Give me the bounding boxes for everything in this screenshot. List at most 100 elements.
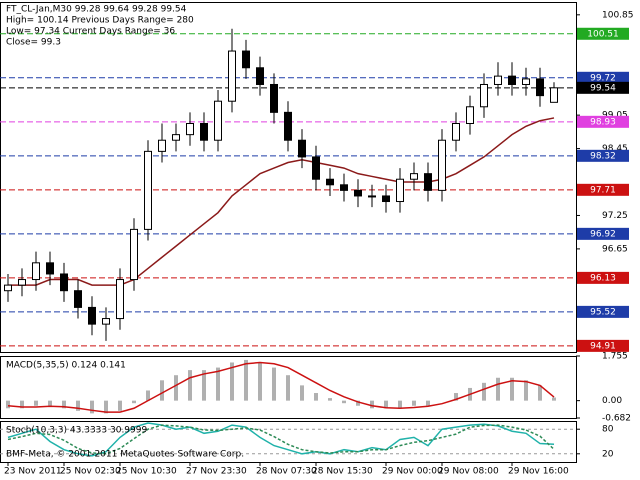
footer: BMF-Meta, © 2001-2011 MetaQuotes Softwar…	[6, 450, 244, 460]
macd-bar	[62, 400, 66, 409]
macd-bar	[496, 377, 500, 401]
info-line: Close= 99.3	[6, 38, 61, 48]
macd-bar	[160, 380, 164, 401]
level-label: 96.92	[590, 229, 616, 239]
x-tick-label: 29 Nov 08:00	[438, 467, 499, 477]
chart-title: FT_CL-Jan,M30 99.28 99.64 99.28 99.54	[6, 5, 187, 15]
macd-bar	[202, 370, 206, 401]
candle-body	[354, 189, 362, 197]
candle-body	[480, 83, 488, 108]
x-tick-label: 28 Nov 07:30	[256, 467, 317, 477]
candle-body	[4, 284, 12, 292]
candle-body	[172, 134, 180, 141]
x-tick-label: 23 Nov 2011	[4, 467, 62, 477]
panel-frame	[0, 2, 577, 353]
candle-body	[382, 195, 390, 203]
y-tick-label: 100.85	[602, 10, 634, 20]
level-label: 94.91	[590, 341, 616, 351]
candle-body	[130, 228, 138, 281]
candle-body	[522, 78, 530, 85]
macd-bar	[118, 400, 122, 411]
macd-bar	[300, 385, 304, 401]
candle-body	[200, 122, 208, 141]
x-tick-label: 25 Nov 10:30	[116, 467, 177, 477]
macd-bar	[328, 398, 332, 401]
macd-signal	[7, 361, 555, 413]
candle-body	[18, 279, 26, 286]
candle-body	[438, 139, 446, 191]
macd-bar	[20, 400, 24, 409]
macd-bar	[258, 362, 262, 401]
macd-bar	[286, 375, 290, 401]
candle-body	[116, 279, 124, 320]
moving-average	[8, 117, 555, 286]
level-box	[577, 115, 629, 128]
info-line: Low= 97.34 Current Days Range= 36	[6, 27, 175, 37]
macd-bar	[216, 367, 220, 401]
panel-frame	[0, 421, 577, 463]
level-label: 100.51	[587, 29, 619, 39]
macd-bar	[6, 400, 10, 409]
candle-body	[340, 184, 348, 191]
level-box	[577, 81, 629, 94]
candle-body	[536, 78, 544, 97]
macd-bar	[426, 400, 430, 406]
candle-body	[270, 83, 278, 113]
level-box	[577, 227, 629, 240]
macd-bar	[314, 393, 318, 401]
candle-body	[144, 150, 152, 230]
y-tick-label: 1.755	[602, 352, 628, 362]
candle-body	[494, 75, 502, 85]
y-tick-label: 20	[602, 449, 614, 459]
macd-bar	[146, 390, 150, 401]
candle-body	[228, 50, 236, 102]
y-tick-label: 96.65	[602, 244, 628, 254]
level-box	[577, 149, 629, 162]
level-box	[577, 27, 629, 40]
level-label: 99.54	[590, 83, 616, 93]
macd-bar	[90, 400, 94, 414]
x-tick-label: 28 Nov 15:30	[312, 467, 373, 477]
candle-body	[158, 139, 166, 152]
level-label: 98.93	[590, 117, 616, 127]
x-tick-label: 25 Nov 02:30	[60, 467, 121, 477]
level-label: 99.72	[590, 73, 616, 83]
candle-body	[368, 195, 376, 198]
level-label: 98.32	[590, 151, 616, 161]
y-tick-label: 97.25	[602, 211, 628, 221]
panel-frame	[0, 356, 577, 419]
macd-bar	[230, 362, 234, 401]
macd-bar	[272, 367, 276, 401]
candle-body	[452, 122, 460, 141]
candle-body	[298, 139, 306, 158]
candle-body	[312, 156, 320, 180]
candle-body	[396, 178, 404, 203]
macd-bar	[48, 400, 52, 406]
candle-body	[60, 273, 68, 292]
candle-body	[284, 111, 292, 141]
level-box	[577, 305, 629, 318]
level-box	[577, 183, 629, 196]
candle-body	[326, 178, 334, 186]
macd-bar	[398, 400, 402, 409]
candle-body	[550, 87, 558, 103]
stoch-signal	[7, 424, 555, 455]
macd-bar	[34, 400, 38, 406]
candle-body	[88, 306, 96, 325]
macd-bar	[76, 400, 80, 411]
panel-title: MACD(5,35,5) 0.124 0.141	[6, 361, 126, 371]
info-line: High= 100.14 Previous Days Range= 280	[6, 16, 194, 26]
candle-body	[424, 173, 432, 191]
x-tick-label: 29 Nov 16:00	[508, 467, 569, 477]
level-box	[577, 339, 629, 352]
macd-bar	[510, 377, 514, 401]
macd-bar	[538, 385, 542, 401]
candle-body	[466, 106, 474, 124]
candle-body	[410, 173, 418, 180]
candle-body	[508, 75, 516, 85]
candle-body	[102, 318, 110, 325]
macd-bar	[244, 359, 248, 401]
macd-bar	[188, 370, 192, 401]
macd-bar	[356, 400, 360, 406]
